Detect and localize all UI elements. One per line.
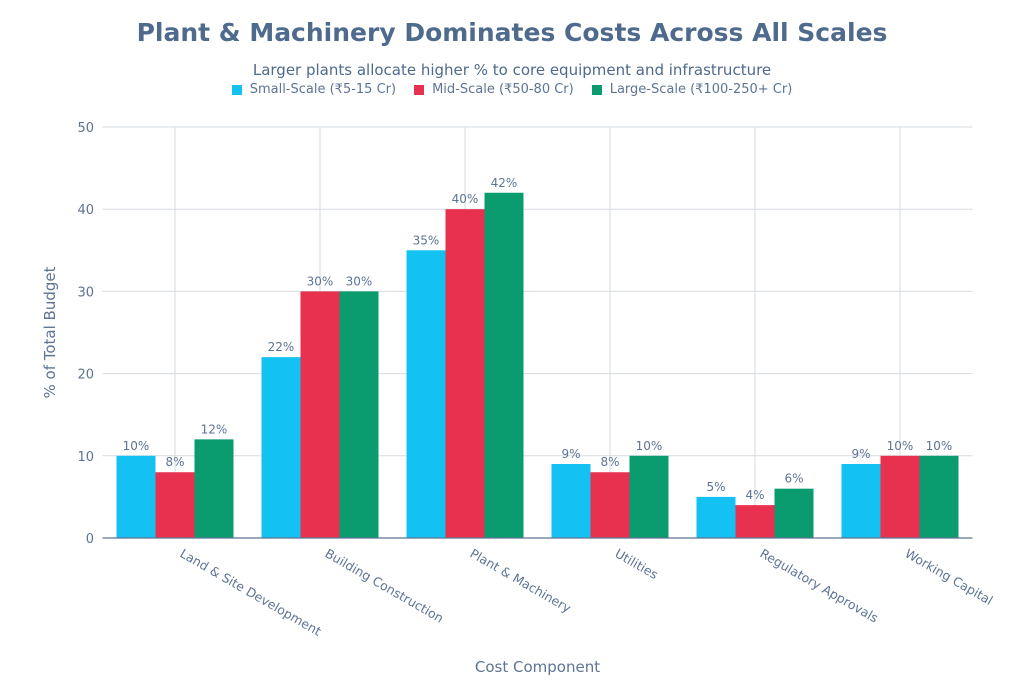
bar — [116, 455, 156, 538]
bar — [194, 439, 234, 538]
x-tick-label: Regulatory Approvals — [758, 546, 881, 626]
data-label: 30% — [307, 274, 334, 288]
bar — [300, 291, 340, 538]
chart-subtitle: Larger plants allocate higher % to core … — [252, 61, 772, 79]
data-label: 35% — [413, 233, 440, 247]
bar — [696, 496, 736, 538]
data-label: 42% — [491, 176, 518, 190]
bar — [261, 357, 301, 538]
data-label: 10% — [926, 439, 953, 453]
legend-label: Mid-Scale (₹50-80 Cr) — [432, 82, 574, 97]
bar — [590, 472, 630, 538]
y-tick-label: 50 — [77, 121, 94, 136]
chart-title: Plant & Machinery Dominates Costs Across… — [136, 18, 888, 47]
legend-item-mid[interactable]: Mid-Scale (₹50-80 Cr) — [414, 82, 574, 97]
legend-swatch — [414, 84, 425, 95]
bar — [880, 455, 920, 538]
bar — [484, 192, 524, 538]
bar — [841, 464, 881, 538]
bar — [406, 250, 446, 539]
data-label: 8% — [600, 455, 619, 469]
y-tick-label: 20 — [77, 368, 94, 383]
bar — [919, 455, 959, 538]
y-tick-label: 10 — [77, 450, 94, 465]
x-tick-label: Building Construction — [323, 546, 447, 626]
data-label: 5% — [706, 480, 725, 494]
legend-swatch — [231, 84, 242, 95]
legend-item-small[interactable]: Small-Scale (₹5-15 Cr) — [231, 82, 397, 97]
y-tick-label: 0 — [86, 532, 94, 547]
data-label: 40% — [452, 192, 479, 206]
y-axis-title: % of Total Budget — [41, 266, 59, 398]
legend-item-large[interactable]: Large-Scale (₹100-250+ Cr) — [591, 82, 793, 97]
bar — [551, 464, 591, 538]
legend-label: Large-Scale (₹100-250+ Cr) — [609, 82, 793, 97]
data-label: 12% — [201, 422, 228, 436]
y-tick-label: 40 — [77, 203, 94, 218]
data-label: 30% — [346, 274, 373, 288]
data-label: 10% — [123, 439, 150, 453]
data-label: 22% — [268, 340, 295, 354]
data-label: 8% — [165, 455, 184, 469]
x-tick-label: Plant & Machinery — [468, 546, 575, 616]
data-label: 6% — [784, 472, 803, 486]
data-label: 10% — [636, 439, 663, 453]
legend-swatch — [591, 84, 602, 95]
data-label: 9% — [561, 447, 580, 461]
bar — [155, 472, 195, 538]
x-tick-label: Utilities — [613, 546, 661, 583]
bar — [774, 488, 814, 538]
y-tick-label: 30 — [77, 285, 94, 300]
x-axis-title: Cost Component — [475, 658, 600, 676]
legend: Small-Scale (₹5-15 Cr) Mid-Scale (₹50-80… — [0, 82, 1024, 97]
data-label: 4% — [745, 488, 764, 502]
x-tick-label: Working Capital — [903, 546, 996, 608]
bar — [339, 291, 379, 538]
bar — [735, 505, 775, 538]
legend-label: Small-Scale (₹5-15 Cr) — [249, 82, 397, 97]
data-label: 9% — [851, 447, 870, 461]
x-tick-label: Land & Site Development — [178, 546, 324, 639]
bar — [629, 455, 669, 538]
bar — [445, 209, 485, 538]
data-label: 10% — [887, 439, 914, 453]
